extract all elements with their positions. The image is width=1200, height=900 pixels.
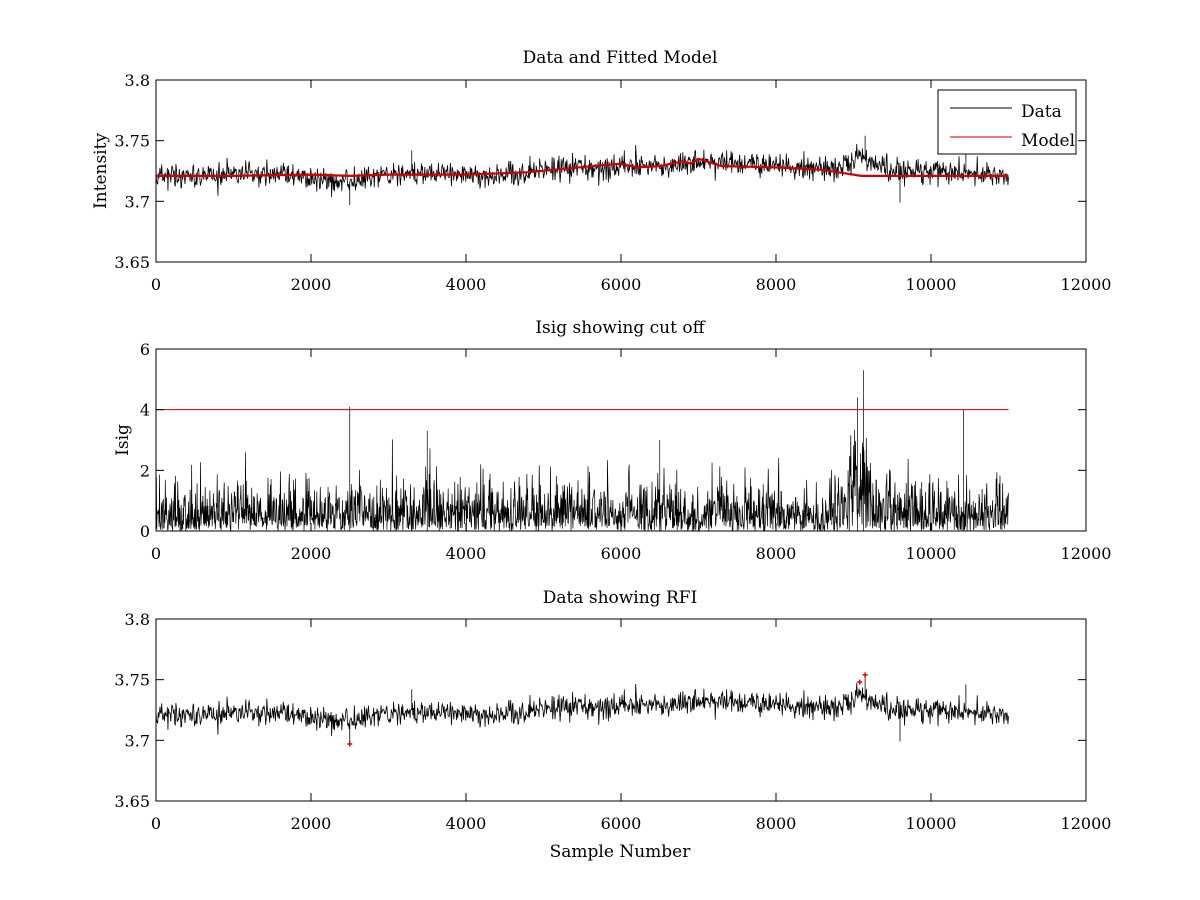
y-tick-label: 3.75 [114, 132, 150, 151]
y-tick-label: 4 [140, 401, 150, 420]
x-tick-label: 10000 [906, 814, 957, 833]
subplot-3-series [155, 672, 1009, 747]
y-tick-label: 3.65 [114, 253, 150, 272]
y-tick-label: 3.7 [125, 192, 150, 211]
x-tick-label: 6000 [601, 275, 642, 294]
x-tick-label: 8000 [756, 275, 797, 294]
subplot-isig-cut-off: Isig showing cut off Isig 0 2000 4000 6000 8… [113, 318, 1111, 563]
y-tick-label: 3.75 [114, 671, 150, 690]
subplot-2-title: Isig showing cut off [535, 318, 706, 338]
rfi-point [857, 679, 863, 685]
x-tick-label: 8000 [756, 814, 797, 833]
subplot-2-ticks: 0 2000 4000 6000 8000 10000 12000 0 2 4 6 [140, 340, 1112, 563]
x-tick-label: 2000 [291, 275, 332, 294]
x-tick-label: 4000 [446, 544, 487, 563]
rfi-point [347, 741, 353, 747]
y-tick-label: 3.65 [114, 792, 150, 811]
y-tick-label: 3.8 [125, 610, 150, 629]
x-tick-label: 4000 [446, 814, 487, 833]
x-tick-label: 12000 [1061, 275, 1112, 294]
subplot-2-series [155, 370, 1009, 532]
series-model-line [156, 157, 1009, 177]
y-tick-label: 0 [140, 522, 150, 541]
subplot-1-series [155, 135, 1009, 205]
rfi-point [862, 672, 868, 678]
subplot-1-ylabel: Intensity [91, 133, 111, 209]
subplot-3-xlabel: Sample Number [550, 842, 692, 862]
x-tick-label: 8000 [756, 544, 797, 563]
x-tick-label: 6000 [601, 544, 642, 563]
subplot-data-and-fitted-model: Data and Fitted Model Intensity 0 2000 400… [91, 48, 1111, 294]
x-tick-label: 10000 [906, 275, 957, 294]
x-tick-label: 2000 [291, 814, 332, 833]
series-data-line [155, 135, 1009, 205]
legend-box [937, 89, 1077, 155]
x-tick-label: 0 [151, 275, 161, 294]
subplot-3-ticks: 0 2000 4000 6000 8000 10000 12000 3.65 3.7 3.75 3.… [114, 610, 1111, 833]
series-isig-line [155, 370, 1009, 532]
y-tick-label: 6 [140, 340, 150, 359]
legend: Data Model [937, 89, 1077, 155]
x-tick-label: 10000 [906, 544, 957, 563]
legend-data-label: Data [1021, 102, 1062, 122]
y-tick-label: 3.7 [125, 731, 150, 750]
subplot-1-ticks: 0 2000 4000 6000 8000 10000 12000 3.65 3.7 3.75 3.… [114, 71, 1111, 294]
x-tick-label: 12000 [1061, 814, 1112, 833]
y-tick-label: 3.8 [125, 71, 150, 90]
x-tick-label: 6000 [601, 814, 642, 833]
subplot-1-title: Data and Fitted Model [523, 48, 718, 68]
subplot-2-ylabel: Isig [113, 424, 133, 456]
subplot-3-title: Data showing RFI [543, 588, 698, 608]
y-tick-label: 2 [140, 461, 150, 480]
legend-model-label: Model [1021, 131, 1075, 151]
subplot-data-showing-rfi: Data showing RFI Sample Number 0 2000 4000… [114, 588, 1111, 862]
x-tick-label: 4000 [446, 275, 487, 294]
x-tick-label: 12000 [1061, 544, 1112, 563]
x-tick-label: 0 [151, 814, 161, 833]
x-tick-label: 2000 [291, 544, 332, 563]
x-tick-label: 0 [151, 544, 161, 563]
series-data-line [155, 674, 1009, 744]
